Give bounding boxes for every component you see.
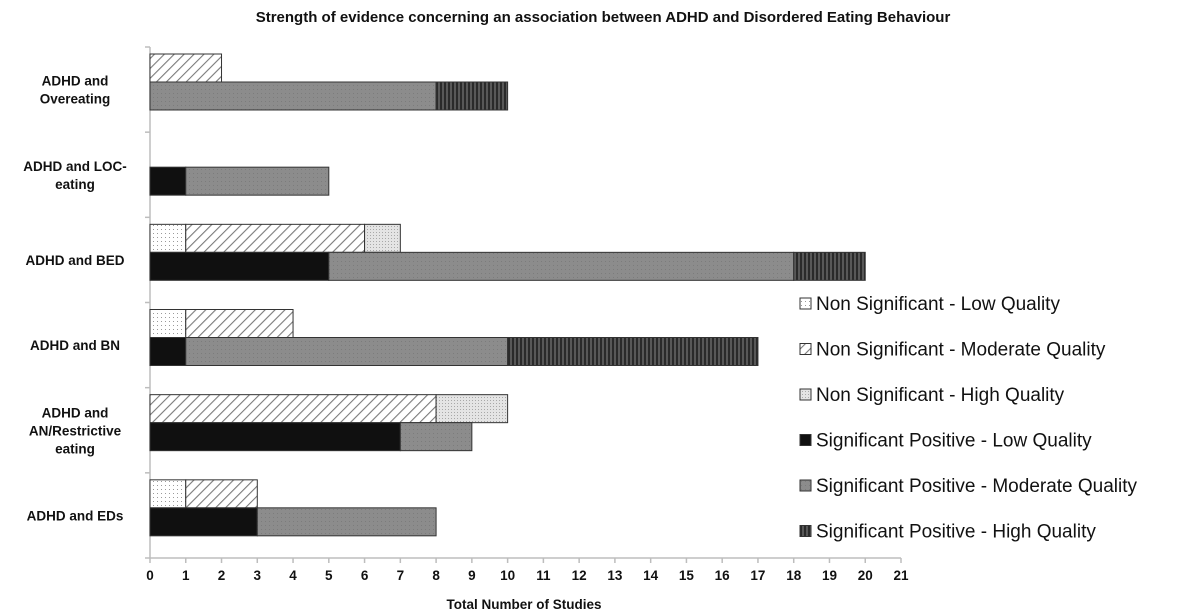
legend-label: Significant Positive - High Quality: [816, 522, 1096, 543]
bar-segment-gray: [256, 507, 437, 537]
legend-label: Non Significant - Low Quality: [816, 294, 1060, 315]
x-tick-label: 11: [536, 568, 551, 583]
x-tick-label: 12: [572, 568, 587, 583]
legend-swatch: [799, 479, 812, 492]
bar-segment-black: [149, 507, 258, 537]
legend-swatch: [799, 343, 812, 355]
x-tick-label: 16: [715, 568, 731, 583]
bar-segment-black: [149, 251, 330, 281]
bar-segment-light-dots: [364, 223, 401, 253]
category-label: ADHD and BED: [25, 253, 124, 268]
legend-label: Significant Positive - Moderate Quality: [816, 476, 1138, 497]
x-tick-label: 18: [786, 568, 802, 583]
x-tick-label: 8: [432, 568, 440, 583]
bar-segment-vertical-stripes: [435, 81, 509, 111]
x-tick-label: 17: [750, 568, 765, 583]
bar-segment-black: [149, 337, 187, 366]
bar-segment-diagonal: [149, 394, 437, 424]
x-tick-label: 3: [254, 568, 262, 583]
x-tick-label: 4: [289, 568, 297, 583]
bar-segment-dots: [149, 479, 187, 509]
x-tick-label: 5: [325, 568, 333, 583]
bar-segment-gray: [149, 81, 437, 111]
bar-segment-gray: [185, 166, 330, 196]
x-tick-label: 14: [643, 568, 659, 583]
bar-segment-diagonal: [185, 479, 258, 509]
legend-swatch: [799, 297, 812, 310]
x-tick-label: 13: [607, 568, 623, 583]
x-tick-label: 2: [218, 568, 226, 583]
bar-segment-light-dots: [435, 394, 509, 424]
chart-title: Strength of evidence concerning an assoc…: [256, 9, 951, 26]
bar-segment-dots: [149, 309, 187, 338]
bar-segment-black: [149, 422, 401, 452]
legend-swatch: [799, 525, 812, 537]
legend-label: Non Significant - High Quality: [816, 385, 1065, 406]
x-tick-label: 0: [146, 568, 154, 583]
category-label: ADHD and BN: [30, 338, 120, 353]
bar-segment-black: [149, 166, 187, 196]
x-tick-label: 7: [397, 568, 405, 583]
bar-segment-diagonal: [185, 223, 366, 253]
x-tick-label: 6: [361, 568, 369, 583]
x-tick-label: 10: [500, 568, 515, 583]
x-tick-label: 1: [182, 568, 190, 583]
bar-segment-gray: [328, 251, 795, 281]
x-tick-label: 20: [858, 568, 873, 583]
category-label: ADHD and Overeating: [40, 74, 111, 107]
category-label: ADHD and LOC-eating: [23, 159, 127, 192]
bar-segment-diagonal: [185, 309, 294, 338]
x-tick-label: 15: [679, 568, 695, 583]
bar-segment-dots: [149, 223, 187, 253]
category-label: ADHD and AN/Restrictive eating: [29, 405, 122, 456]
bar-segment-vertical-stripes: [507, 337, 759, 366]
x-tick-label: 9: [468, 568, 476, 583]
legend-label: Non Significant - Moderate Quality: [816, 340, 1106, 361]
bar-segment-gray: [399, 422, 473, 452]
x-tick-label: 19: [822, 568, 837, 583]
legend-swatch: [799, 434, 812, 446]
bar-segment-vertical-stripes: [793, 251, 866, 281]
x-axis-label: Total Number of Studies: [446, 597, 601, 612]
bar-segment-gray: [185, 337, 509, 366]
category-label: ADHD and EDs: [27, 508, 124, 523]
x-tick-label: 21: [893, 568, 909, 583]
bar-segment-diagonal: [149, 53, 223, 83]
legend-swatch: [799, 388, 812, 401]
legend-label: Significant Positive - Low Quality: [816, 431, 1092, 452]
legend: Non Significant - Low Quality Non Signifi…: [799, 294, 1138, 543]
